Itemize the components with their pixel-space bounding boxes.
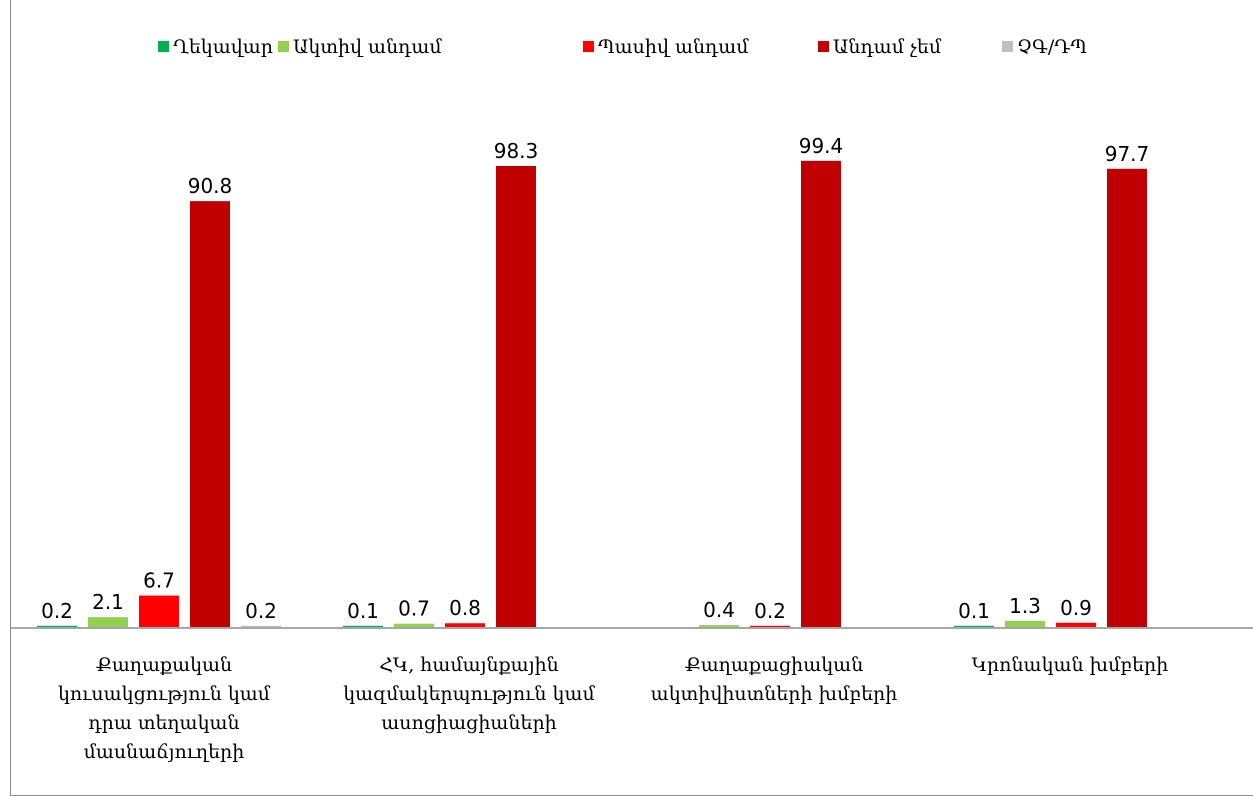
category-label: ՀԿ, համայնքային կազմակերպություն կամ ասոցի… (343, 654, 595, 734)
data-label: 2.1 (92, 590, 124, 614)
bar (1056, 622, 1096, 627)
bars (37, 160, 1147, 628)
legend-swatch (583, 41, 594, 52)
data-label: 0.2 (41, 599, 73, 623)
bar (1005, 620, 1045, 627)
data-label: 97.7 (1105, 142, 1150, 166)
data-label: 90.8 (188, 174, 233, 198)
bar (496, 165, 536, 627)
bar (445, 623, 485, 627)
bar (394, 623, 434, 627)
data-label: 0.1 (347, 599, 379, 623)
bar (1107, 168, 1147, 628)
data-label: 6.7 (143, 569, 175, 593)
bar (190, 201, 230, 627)
category-label-line: դրա տեղական (88, 712, 239, 734)
data-label: 0.7 (398, 597, 430, 621)
category-labels: Քաղաքական կուսակցություն կամ դրա տեղական մա… (58, 654, 1168, 763)
bar (139, 595, 179, 627)
category-label-line: Կրոնական խմբերի (972, 654, 1169, 676)
bar (750, 625, 790, 627)
bar (699, 625, 739, 627)
data-label: 99.4 (799, 134, 844, 158)
data-label: 0.9 (1060, 596, 1092, 620)
data-label: 0.4 (703, 598, 735, 622)
legend: Ղեկավար Ակտիվ անդամ Պասիվ անդամ Անդամ չեմ ՉԳ… (158, 36, 1087, 58)
data-labels: 0.2 0.1 0.1 2.1 0.7 0.4 1.3 6.7 0.8 0.2 0.9 90.8 98.… (41, 134, 1149, 623)
data-label: 0.8 (449, 596, 481, 620)
legend-label: Պասիվ անդամ (598, 36, 749, 58)
data-label: 0.2 (754, 599, 786, 623)
category-label: Քաղաքական կուսակցություն կամ դրա տեղական մա… (58, 654, 271, 763)
legend-label: Անդամ չեմ (833, 36, 942, 58)
legend-swatch (158, 41, 169, 52)
category-label-line: կուսակցություն կամ (58, 683, 271, 705)
category-label-line: ասոցիացիաների (381, 712, 557, 734)
legend-label: Ղեկավար (173, 36, 273, 58)
bar (954, 625, 994, 627)
category-label: Կրոնական խմբերի (972, 654, 1169, 676)
bar (88, 617, 128, 627)
data-label: 98.3 (494, 139, 539, 163)
legend-label: ՉԳ/ԴՊ (1017, 36, 1087, 58)
bar (37, 625, 77, 627)
data-label: 1.3 (1009, 594, 1041, 618)
category-label: Քաղաքացիական ակտիվիստների խմբերի (651, 654, 898, 705)
category-label-line: Քաղաքացիական (685, 654, 864, 676)
category-label-line: ակտիվիստների խմբերի (651, 683, 898, 705)
legend-swatch (818, 41, 829, 52)
category-label-line: ՀԿ, համայնքային (379, 654, 558, 676)
bar (343, 625, 383, 627)
category-label-line: Քաղաքական (96, 654, 232, 676)
data-label: 0.1 (958, 599, 990, 623)
legend-label: Ակտիվ անդամ (293, 36, 442, 58)
legend-swatch (1002, 41, 1013, 52)
category-label-line: կազմակերպություն կամ (343, 683, 595, 705)
bar (801, 160, 841, 627)
legend-swatch (278, 41, 289, 52)
data-label: 0.2 (245, 599, 277, 623)
bar (241, 625, 281, 627)
category-label-line: մասնաճյուղերի (84, 741, 245, 763)
